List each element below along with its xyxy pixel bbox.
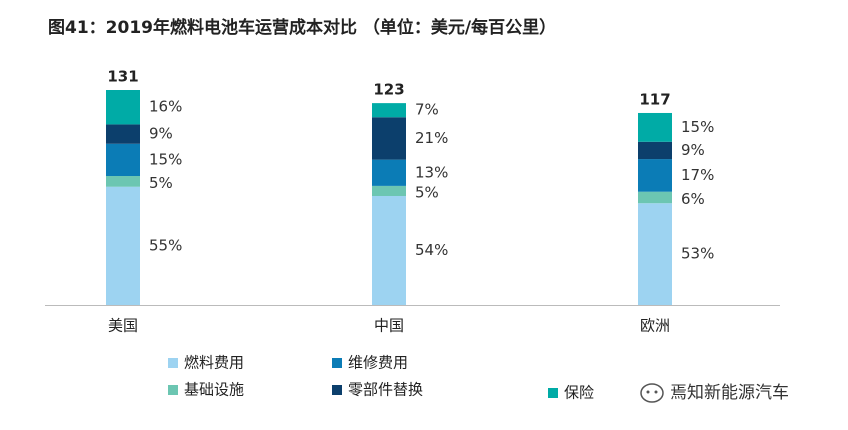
value-label: 17% [681, 166, 714, 184]
value-label: 53% [681, 245, 714, 263]
bar-segment [372, 195, 406, 305]
value-label: 15% [149, 150, 182, 168]
value-label: 5% [149, 174, 173, 192]
value-label: 9% [681, 141, 705, 159]
legend-swatch [168, 358, 178, 368]
legend-label: 基础设施 [184, 381, 244, 399]
legend-swatch [548, 388, 558, 398]
total-label: 131 [107, 68, 138, 86]
watermark: 焉知新能源汽车 [670, 383, 789, 403]
value-label: 54% [415, 241, 448, 259]
legend-label: 燃料费用 [184, 354, 244, 372]
bar-segment [372, 103, 406, 118]
x-tick-label: 欧洲 [640, 317, 670, 335]
value-label: 16% [149, 98, 182, 116]
value-label: 13% [415, 163, 448, 181]
bar-segment [106, 90, 140, 125]
x-tick-label: 美国 [108, 317, 138, 335]
bar-segment [638, 112, 672, 142]
bar-segment [106, 143, 140, 176]
value-label: 7% [415, 101, 439, 119]
bar-segment [638, 203, 672, 305]
bar-segment [638, 159, 672, 192]
value-label: 21% [415, 129, 448, 147]
watermark-icon [640, 383, 664, 403]
bar-segment [638, 191, 672, 204]
legend-label: 维修费用 [348, 354, 408, 372]
value-label: 55% [149, 236, 182, 254]
bar-segment [372, 117, 406, 160]
x-tick-label: 中国 [374, 317, 404, 335]
bar-segment [372, 159, 406, 186]
bar-segment [372, 185, 406, 196]
legend-label: 零部件替换 [348, 381, 423, 399]
bar-segment [638, 141, 672, 160]
legend-label: 保险 [564, 384, 594, 402]
bar-segment [106, 124, 140, 144]
bar-segment [106, 176, 140, 187]
bar-segment [106, 186, 140, 305]
total-label: 123 [373, 81, 404, 99]
total-label: 117 [639, 90, 670, 108]
chart-title: 图41：2019年燃料电池车运营成本对比 （单位：美元/每百公里） [48, 17, 556, 38]
legend-swatch [332, 385, 342, 395]
legend-swatch [168, 385, 178, 395]
value-label: 6% [681, 190, 705, 208]
legend-swatch [332, 358, 342, 368]
value-label: 15% [681, 118, 714, 136]
value-label: 9% [149, 125, 173, 143]
value-label: 5% [415, 183, 439, 201]
